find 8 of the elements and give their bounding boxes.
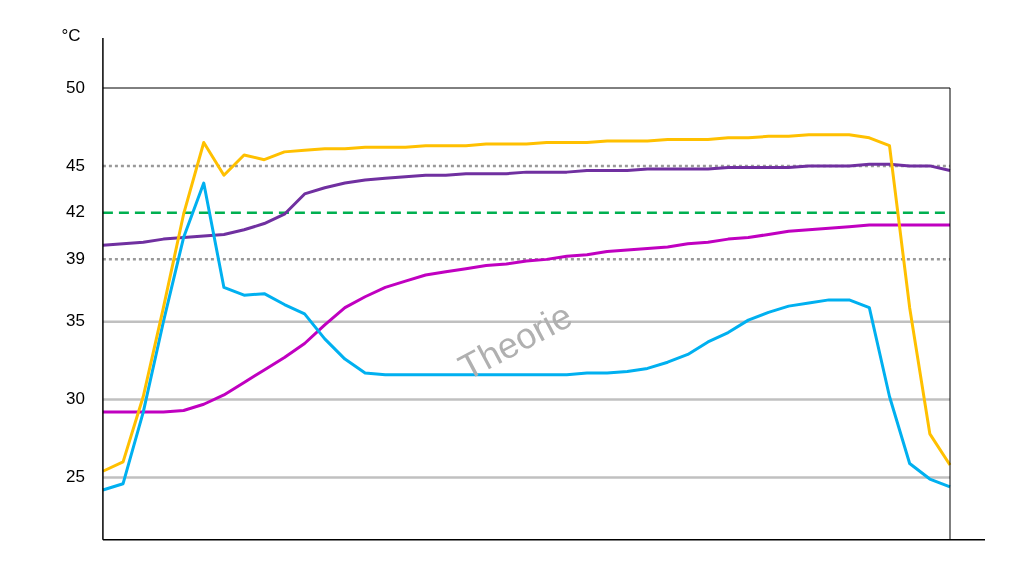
- y-tick-label: 45: [65, 155, 85, 175]
- y-axis-title: °C: [61, 25, 81, 45]
- y-tick-label: 35: [65, 311, 85, 331]
- y-tick-label: 42: [65, 202, 85, 222]
- y-tick-label: 30: [65, 389, 85, 409]
- y-tick-label: 39: [65, 249, 85, 269]
- y-tick-label: 50: [65, 77, 85, 97]
- y-tick-label: 25: [65, 467, 85, 487]
